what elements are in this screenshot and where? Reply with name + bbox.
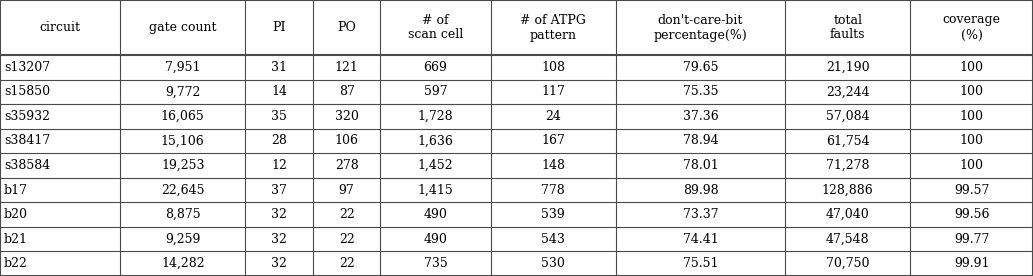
Text: circuit: circuit bbox=[39, 21, 81, 34]
Text: 71,278: 71,278 bbox=[826, 159, 870, 172]
Text: 106: 106 bbox=[335, 134, 358, 147]
Text: 99.56: 99.56 bbox=[953, 208, 990, 221]
Text: 79.65: 79.65 bbox=[683, 61, 718, 74]
Text: 778: 778 bbox=[541, 184, 565, 197]
Text: 16,065: 16,065 bbox=[161, 110, 205, 123]
Text: 9,772: 9,772 bbox=[165, 85, 200, 98]
Text: 539: 539 bbox=[541, 208, 565, 221]
Text: 22: 22 bbox=[339, 208, 354, 221]
Text: 167: 167 bbox=[541, 134, 565, 147]
Text: 21,190: 21,190 bbox=[826, 61, 870, 74]
Text: 75.51: 75.51 bbox=[683, 257, 718, 270]
Text: 100: 100 bbox=[960, 159, 983, 172]
Text: 278: 278 bbox=[335, 159, 358, 172]
Text: 12: 12 bbox=[272, 159, 287, 172]
Text: 15,106: 15,106 bbox=[161, 134, 205, 147]
Text: 89.98: 89.98 bbox=[683, 184, 718, 197]
Text: # of
scan cell: # of scan cell bbox=[408, 14, 463, 41]
Text: 735: 735 bbox=[424, 257, 447, 270]
Text: 108: 108 bbox=[541, 61, 565, 74]
Text: 128,886: 128,886 bbox=[822, 184, 874, 197]
Text: 23,244: 23,244 bbox=[826, 85, 870, 98]
Text: 1,415: 1,415 bbox=[417, 184, 453, 197]
Text: 121: 121 bbox=[335, 61, 358, 74]
Text: 99.57: 99.57 bbox=[953, 184, 990, 197]
Text: 1,452: 1,452 bbox=[417, 159, 453, 172]
Text: 14,282: 14,282 bbox=[161, 257, 205, 270]
Text: 24: 24 bbox=[545, 110, 561, 123]
Text: 100: 100 bbox=[960, 61, 983, 74]
Text: s13207: s13207 bbox=[4, 61, 51, 74]
Text: 32: 32 bbox=[272, 233, 287, 246]
Text: b20: b20 bbox=[4, 208, 28, 221]
Text: 73.37: 73.37 bbox=[683, 208, 718, 221]
Text: 97: 97 bbox=[339, 184, 354, 197]
Text: 28: 28 bbox=[272, 134, 287, 147]
Text: 31: 31 bbox=[271, 61, 287, 74]
Text: don't-care-bit
percentage(%): don't-care-bit percentage(%) bbox=[654, 14, 748, 41]
Text: # of ATPG
pattern: # of ATPG pattern bbox=[521, 14, 587, 41]
Text: 57,084: 57,084 bbox=[826, 110, 870, 123]
Text: 490: 490 bbox=[424, 233, 447, 246]
Text: 543: 543 bbox=[541, 233, 565, 246]
Text: 32: 32 bbox=[272, 257, 287, 270]
Text: 75.35: 75.35 bbox=[683, 85, 718, 98]
Text: gate count: gate count bbox=[149, 21, 217, 34]
Text: 100: 100 bbox=[960, 110, 983, 123]
Text: 19,253: 19,253 bbox=[161, 159, 205, 172]
Text: 47,548: 47,548 bbox=[826, 233, 870, 246]
Text: 37.36: 37.36 bbox=[683, 110, 718, 123]
Text: 47,040: 47,040 bbox=[825, 208, 870, 221]
Text: 99.91: 99.91 bbox=[953, 257, 990, 270]
Text: PI: PI bbox=[273, 21, 286, 34]
Text: 1,636: 1,636 bbox=[417, 134, 453, 147]
Text: 490: 490 bbox=[424, 208, 447, 221]
Text: PO: PO bbox=[337, 21, 356, 34]
Text: 22,645: 22,645 bbox=[161, 184, 205, 197]
Text: 22: 22 bbox=[339, 233, 354, 246]
Text: s38584: s38584 bbox=[4, 159, 51, 172]
Text: 99.77: 99.77 bbox=[953, 233, 990, 246]
Text: 8,875: 8,875 bbox=[165, 208, 200, 221]
Text: 78.94: 78.94 bbox=[683, 134, 718, 147]
Text: 32: 32 bbox=[272, 208, 287, 221]
Text: b22: b22 bbox=[4, 257, 28, 270]
Text: 117: 117 bbox=[541, 85, 565, 98]
Text: 320: 320 bbox=[335, 110, 358, 123]
Text: s38417: s38417 bbox=[4, 134, 51, 147]
Text: coverage
(%): coverage (%) bbox=[943, 14, 1001, 41]
Text: 87: 87 bbox=[339, 85, 354, 98]
Text: s15850: s15850 bbox=[4, 85, 51, 98]
Text: 14: 14 bbox=[271, 85, 287, 98]
Text: 61,754: 61,754 bbox=[826, 134, 870, 147]
Text: 148: 148 bbox=[541, 159, 565, 172]
Text: 100: 100 bbox=[960, 134, 983, 147]
Text: 7,951: 7,951 bbox=[165, 61, 200, 74]
Text: 530: 530 bbox=[541, 257, 565, 270]
Text: 597: 597 bbox=[424, 85, 447, 98]
Text: 22: 22 bbox=[339, 257, 354, 270]
Text: 669: 669 bbox=[424, 61, 447, 74]
Text: b21: b21 bbox=[4, 233, 28, 246]
Text: 9,259: 9,259 bbox=[165, 233, 200, 246]
Text: 1,728: 1,728 bbox=[417, 110, 453, 123]
Text: b17: b17 bbox=[4, 184, 28, 197]
Text: 70,750: 70,750 bbox=[826, 257, 870, 270]
Text: total
faults: total faults bbox=[829, 14, 866, 41]
Text: 74.41: 74.41 bbox=[683, 233, 718, 246]
Text: 37: 37 bbox=[272, 184, 287, 197]
Text: 35: 35 bbox=[272, 110, 287, 123]
Text: 100: 100 bbox=[960, 85, 983, 98]
Text: 78.01: 78.01 bbox=[683, 159, 718, 172]
Text: s35932: s35932 bbox=[4, 110, 50, 123]
